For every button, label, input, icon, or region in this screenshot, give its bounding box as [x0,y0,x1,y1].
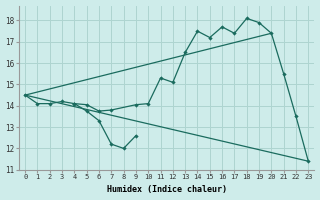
X-axis label: Humidex (Indice chaleur): Humidex (Indice chaleur) [107,185,227,194]
